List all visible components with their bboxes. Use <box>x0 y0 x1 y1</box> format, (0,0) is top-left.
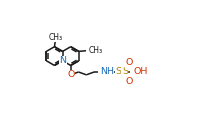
Text: O: O <box>67 70 74 79</box>
Text: O: O <box>125 58 132 67</box>
Text: CH₃: CH₃ <box>88 46 102 55</box>
Text: OH: OH <box>134 67 148 76</box>
Text: O: O <box>125 77 132 86</box>
Text: S: S <box>116 67 122 76</box>
Text: NH: NH <box>100 67 114 76</box>
Text: S: S <box>122 67 128 76</box>
Text: N: N <box>59 56 66 65</box>
Text: CH₃: CH₃ <box>48 33 63 42</box>
